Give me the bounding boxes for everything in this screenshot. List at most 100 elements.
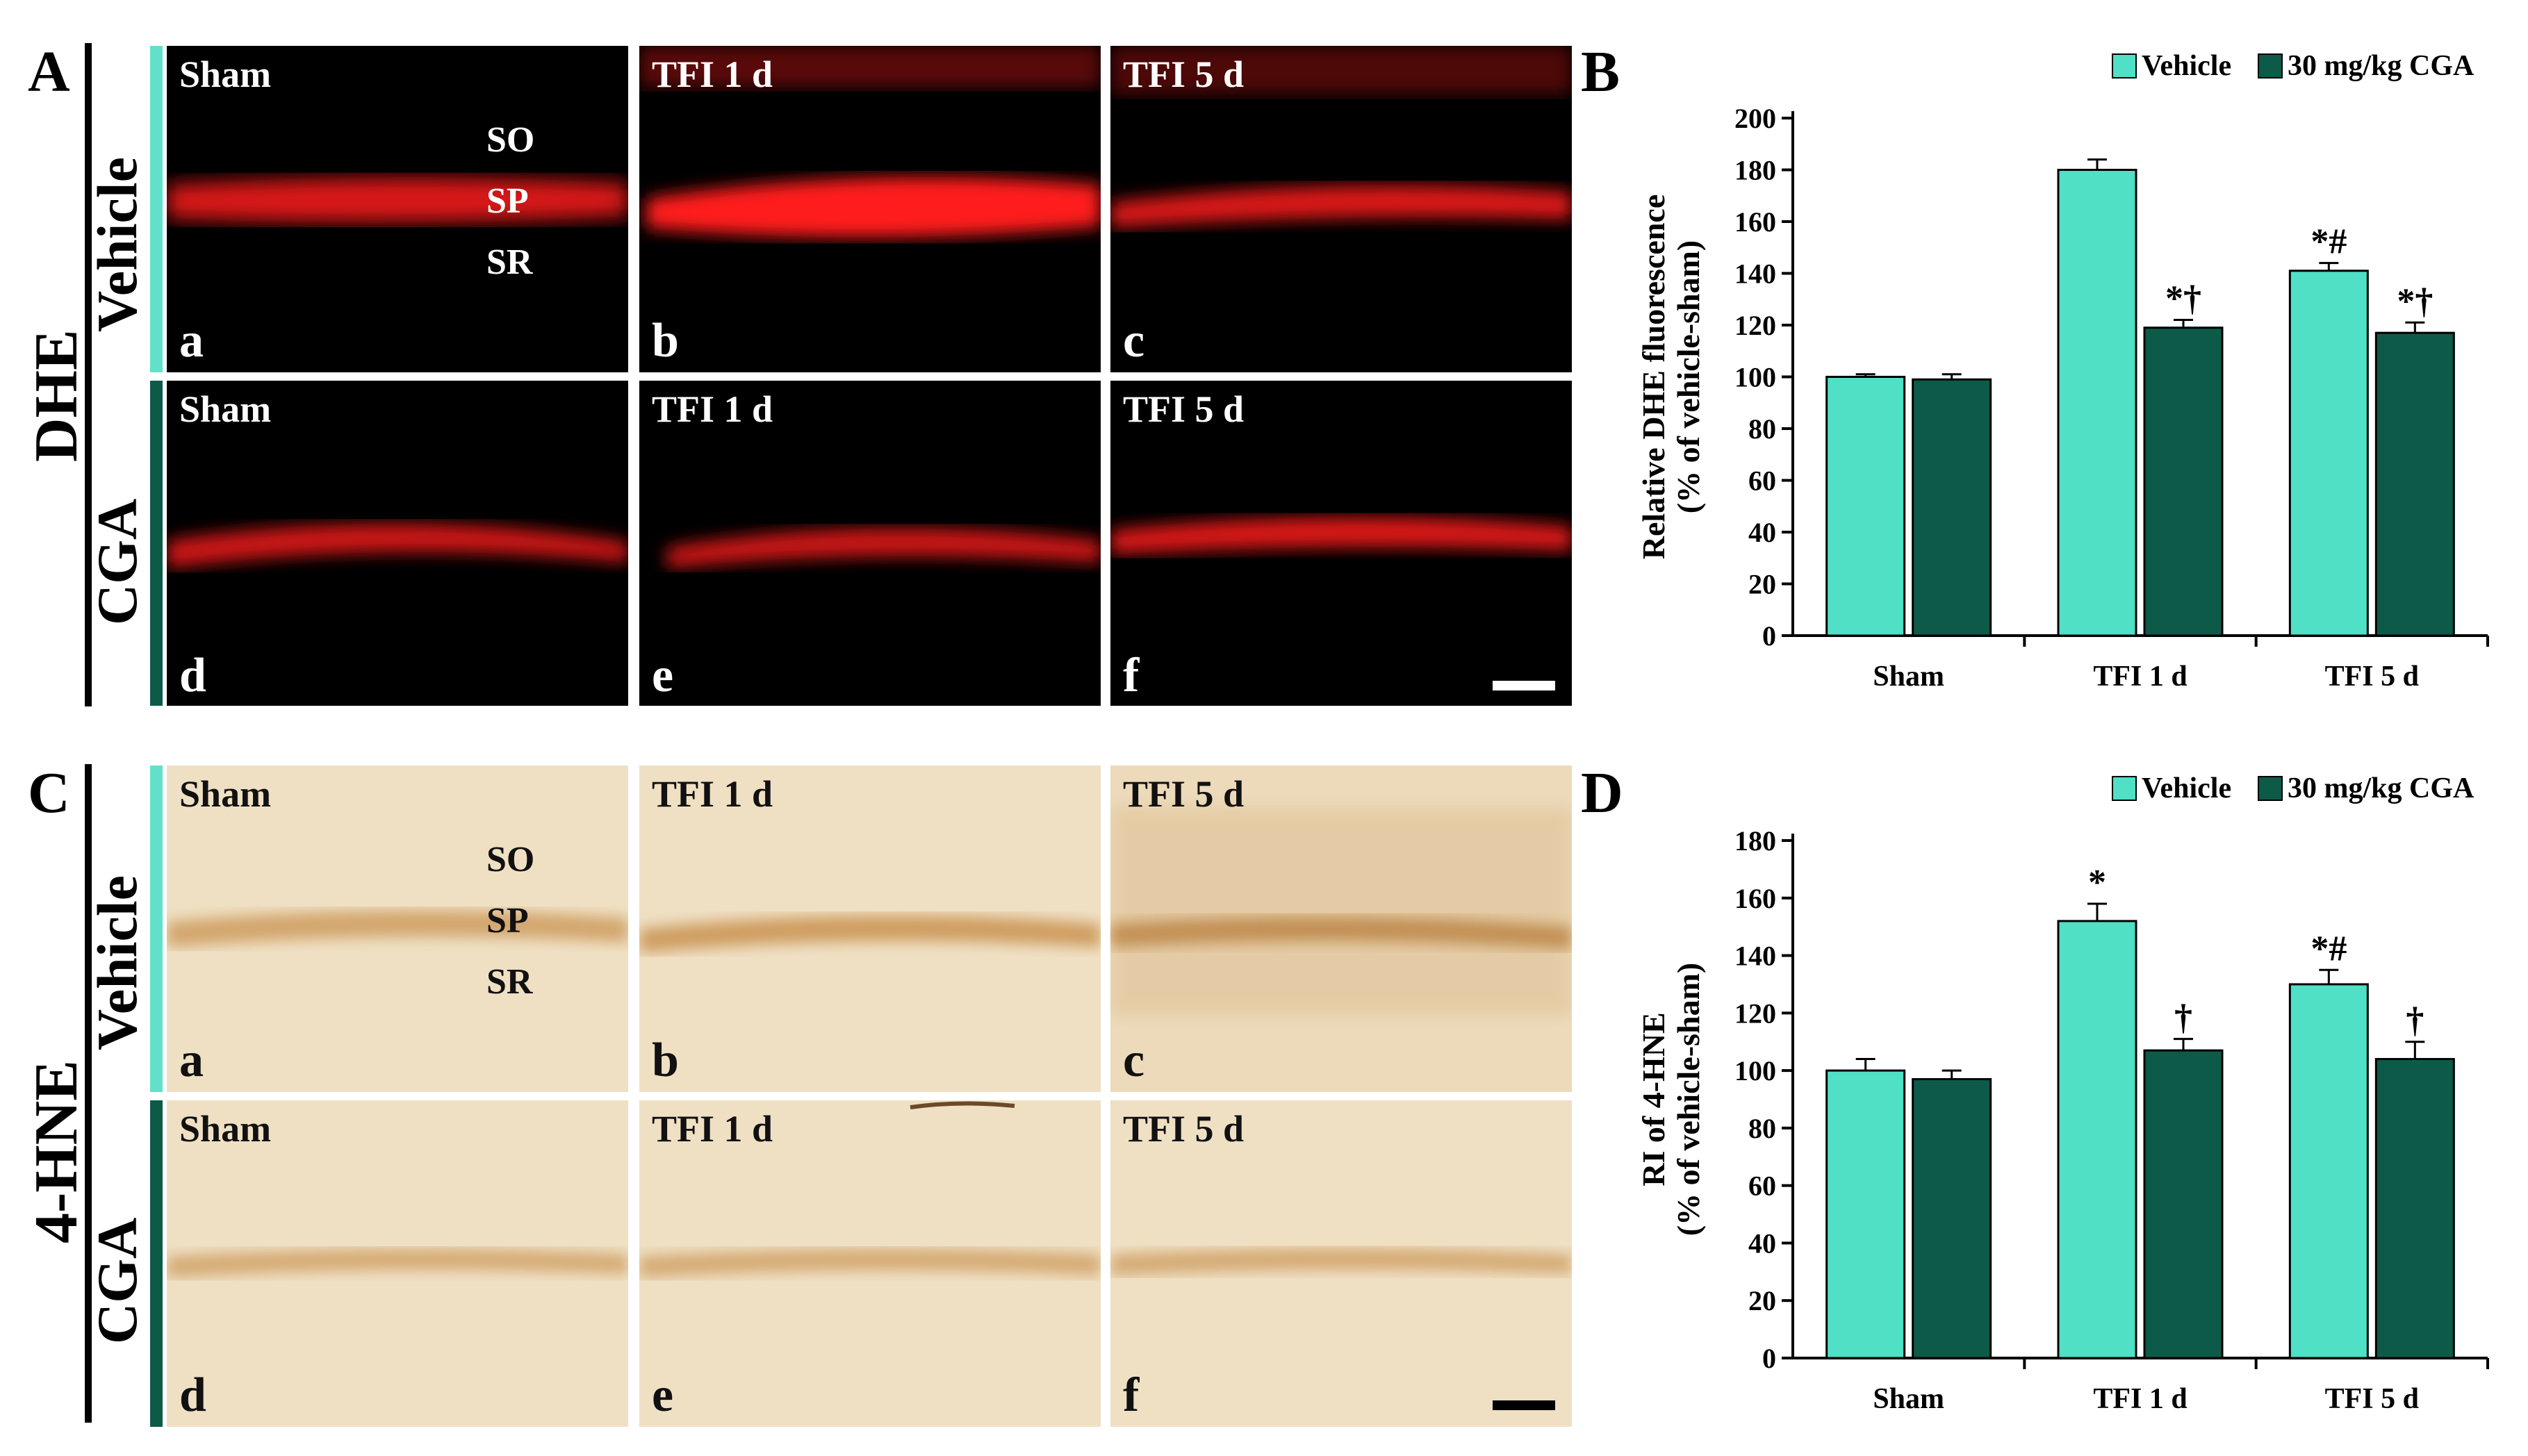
ihc-image: [167, 1249, 628, 1277]
column-label-tfi5d: TFI 5 d: [1123, 53, 1245, 95]
y-axis-title: Relative DHE fluorescence (% of vehicle-s…: [1636, 195, 1706, 559]
column-label-sham: Sham: [179, 388, 272, 430]
layer-label-sr: SR: [486, 962, 533, 1002]
bar-cga: [2143, 326, 2224, 637]
micrograph-dhe-vehicle-sham: Sham SO SP SR a: [167, 46, 628, 372]
image-letter-d: d: [179, 1368, 206, 1422]
ihc-image: [639, 1101, 1101, 1277]
legend-label-cga: 30 mg/kg CGA: [2288, 50, 2474, 82]
legend-swatch-cga: [2258, 776, 2283, 801]
y-tick-label: 40: [1748, 1227, 1776, 1259]
micrograph-dhe-vehicle-tfi1d: TFI 1 d b: [639, 46, 1101, 372]
x-tick-label: Sham: [1873, 661, 1944, 693]
y-tick-label: 80: [1748, 413, 1776, 445]
bar-cga: [2374, 1058, 2455, 1359]
x-tick-label: TFI 1 d: [2093, 661, 2187, 693]
bar-cga: [1912, 1078, 1992, 1359]
y-tick-label: 120: [1734, 310, 1776, 341]
bar-chart-4hne: 0 20 40 60 80 100 120 140 160 180 RI of 4-HNE (% of…: [1636, 772, 2489, 1415]
bar-chart-dhe: 0 20 40 60 80 100 120 140 160 180 200 Relative DHE …: [1636, 50, 2489, 693]
legend-swatch-cga: [2258, 53, 2283, 78]
image-letter-e: e: [652, 1368, 674, 1422]
fluorescence-image: [1110, 517, 1572, 554]
layer-label-so: SO: [486, 840, 535, 879]
significance-marker: *#: [2311, 222, 2347, 262]
panel-letter-c: C: [28, 761, 70, 825]
row-label-vehicle-4hne: Vehicle: [85, 875, 149, 1050]
significance-marker: †: [2406, 1001, 2424, 1041]
significance-marker: *†: [2165, 279, 2201, 319]
panel-letter-b: B: [1581, 40, 1620, 104]
y-tick-label: 200: [1734, 103, 1776, 134]
ihc-image: [167, 910, 628, 948]
y-tick-label: 0: [1762, 620, 1776, 652]
image-letter-f: f: [1123, 1368, 1140, 1422]
column-label-tfi1d: TFI 1 d: [652, 773, 773, 815]
x-tick-label: Sham: [1873, 1383, 1944, 1415]
stain-label-4hne: 4-HNE: [23, 1060, 90, 1243]
column-label-sham: Sham: [179, 1108, 272, 1150]
micrograph-dhe-vehicle-tfi5d: TFI 5 d c: [1110, 46, 1572, 372]
y-tick-label: 60: [1748, 465, 1776, 497]
ihc-image: [1110, 807, 1572, 1016]
column-label-tfi1d: TFI 1 d: [652, 1108, 773, 1150]
row-bar-cga-4hne: [150, 1100, 163, 1427]
legend-label-cga: 30 mg/kg CGA: [2288, 772, 2474, 804]
y-tick-label: 160: [1734, 883, 1776, 914]
bar-vehicle: [2057, 169, 2137, 637]
image-letter-f: f: [1123, 649, 1140, 702]
image-letter-e: e: [652, 649, 674, 702]
image-letter-c: c: [1123, 314, 1145, 367]
scale-bar: [1493, 681, 1555, 690]
bar-cga: [2143, 1049, 2224, 1359]
y-tick-label: 100: [1734, 362, 1776, 393]
row-bar-vehicle-4hne: [150, 766, 163, 1092]
micrograph-dhe-cga-tfi5d: TFI 5 d f: [1110, 381, 1572, 706]
micrograph-4hne-cga-sham: Sham d: [167, 1100, 628, 1427]
bar-vehicle: [2288, 983, 2369, 1359]
column-label-tfi1d: TFI 1 d: [652, 388, 773, 430]
bar-cga: [1912, 378, 1992, 637]
bar-cga: [2374, 331, 2455, 637]
image-letter-c: c: [1123, 1034, 1145, 1087]
row-label-vehicle-dhe: Vehicle: [85, 156, 149, 332]
image-letter-a: a: [179, 314, 204, 367]
bar-vehicle: [2057, 920, 2137, 1359]
fluorescence-image: [667, 528, 1101, 568]
column-label-sham: Sham: [179, 53, 272, 95]
micrograph-dhe-cga-sham: Sham d: [167, 381, 628, 706]
scale-bar: [1493, 1400, 1555, 1410]
column-label-tfi5d: TFI 5 d: [1123, 1108, 1245, 1150]
y-axis-label-line: (% of vehicle-sham): [1671, 240, 1706, 513]
y-tick-label: 20: [1748, 1285, 1776, 1316]
y-tick-label: 140: [1734, 258, 1776, 290]
fluorescence-image: [167, 177, 628, 223]
fluorescence-image: [167, 523, 628, 568]
panel-letter-a: A: [28, 40, 70, 104]
x-tick-label: TFI 5 d: [2325, 661, 2419, 693]
bar-vehicle: [1825, 376, 1906, 637]
x-tick-label: TFI 1 d: [2093, 1383, 2187, 1415]
y-axis-label-line: Relative DHE fluorescence: [1636, 195, 1671, 559]
micrograph-4hne-vehicle-tfi1d: TFI 1 d b: [639, 766, 1101, 1092]
micrograph-4hne-vehicle-sham: Sham SO SP SR a: [167, 766, 628, 1092]
significance-marker: †: [2174, 998, 2192, 1038]
row-label-cga-dhe: CGA: [85, 498, 149, 625]
legend-label-vehicle: Vehicle: [2142, 772, 2231, 804]
micrograph-4hne-vehicle-tfi5d: TFI 5 d c: [1110, 766, 1572, 1092]
image-letter-b: b: [652, 314, 679, 367]
layer-label-sr: SR: [486, 242, 533, 282]
stain-axis-line-4hne: [85, 764, 92, 1423]
y-tick-label: 140: [1734, 941, 1776, 972]
micrograph-4hne-cga-tfi5d: TFI 5 d f: [1110, 1100, 1572, 1427]
column-label-tfi5d: TFI 5 d: [1123, 388, 1245, 430]
ihc-image: [1110, 1248, 1572, 1275]
layer-label-sp: SP: [486, 181, 529, 221]
layer-label-so: SO: [486, 120, 535, 160]
row-label-cga-4hne: CGA: [85, 1217, 149, 1344]
y-axis-label-line: (% of vehicle-sham): [1671, 963, 1706, 1236]
y-tick-label: 180: [1734, 155, 1776, 186]
y-tick-label: 160: [1734, 206, 1776, 238]
y-tick-label: 100: [1734, 1055, 1776, 1086]
image-letter-a: a: [179, 1034, 204, 1087]
